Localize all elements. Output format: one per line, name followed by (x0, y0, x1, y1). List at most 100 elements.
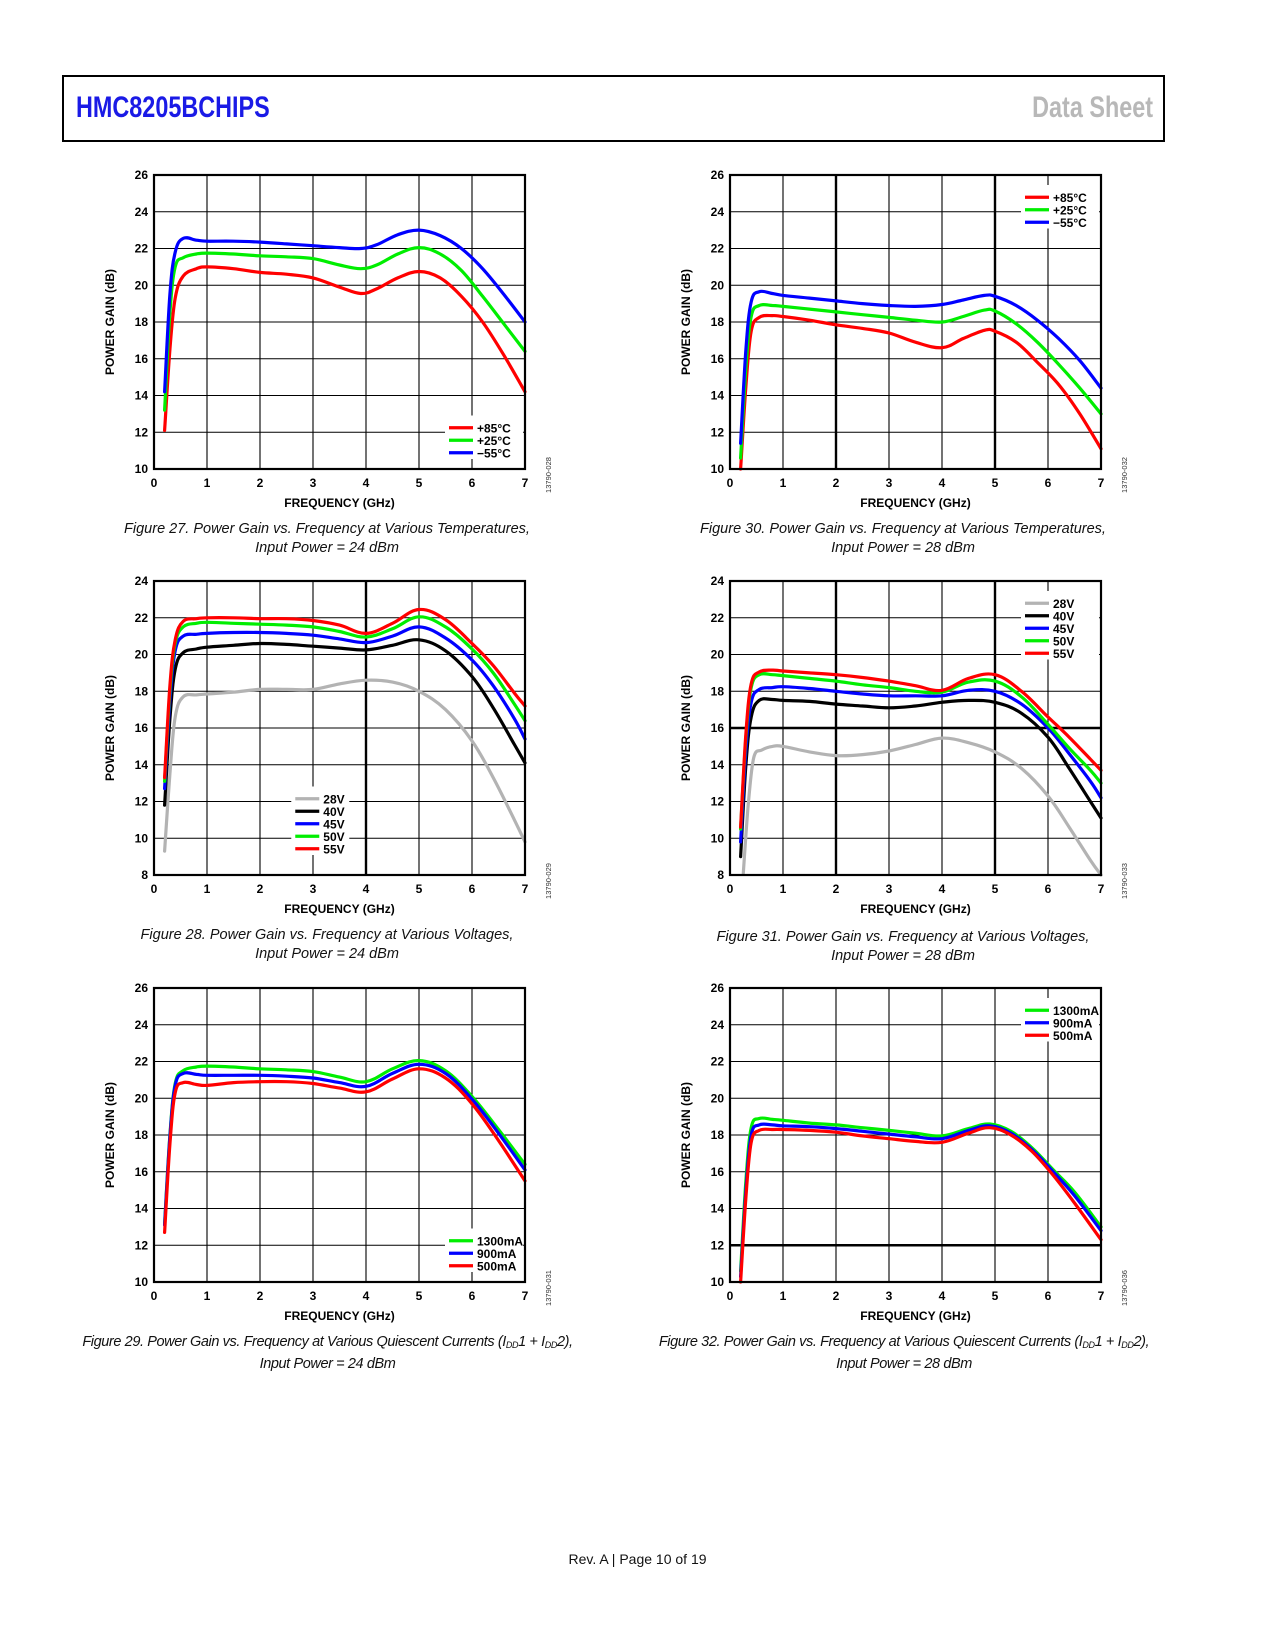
chart-svg: +85°C+25°C−55°C0 1 2 3 4 5 6 710121416182022242… (679, 168, 1129, 510)
caption-line-2: Input Power = 24 dBm (259, 1356, 396, 1372)
series-line-25c (739, 302, 1103, 460)
legend-label: 45V (323, 817, 344, 831)
caption-text: 1 + I (518, 1334, 545, 1350)
caption-line-1: Figure 29. Power Gain vs. Frequency at V… (40, 1333, 615, 1355)
y-tick-label: 24 (135, 205, 149, 219)
y-tick-label: 8 (717, 868, 724, 882)
x-axis-label: FREQUENCY (GHz) (284, 1309, 394, 1323)
x-tick-label: 2 (257, 476, 264, 490)
y-tick-label: 20 (711, 648, 725, 662)
series-line-85c (163, 265, 527, 432)
x-tick-label: 4 (939, 476, 946, 490)
legend-label: 45V (1053, 622, 1074, 636)
x-tick-label: 2 (833, 476, 840, 490)
figure-id: 13790-029 (544, 863, 553, 899)
y-tick-label: 22 (135, 242, 149, 256)
x-tick-label: 6 (1045, 1289, 1052, 1303)
x-tick-label: 3 (310, 1289, 317, 1303)
y-axis-label: POWER GAIN (dB) (103, 1082, 117, 1188)
series-line-55v (739, 668, 1103, 829)
x-tick-label: 1 (204, 882, 211, 896)
series-line-900ma (163, 1062, 527, 1227)
x-tick-label: 6 (1045, 476, 1052, 490)
caption-text: 2), (1133, 1334, 1150, 1350)
x-tick-label: 7 (1098, 882, 1105, 896)
y-tick-label: 12 (711, 425, 725, 439)
legend-label: −55°C (477, 446, 511, 460)
x-axis-label: FREQUENCY (GHz) (860, 1309, 970, 1323)
x-tick-label: 4 (939, 882, 946, 896)
x-axis-label: FREQUENCY (GHz) (860, 496, 970, 510)
legend-label: −55°C (1053, 216, 1087, 230)
y-tick-label: 10 (711, 831, 725, 845)
figure-31-caption: Figure 31. Power Gain vs. Frequency at V… (638, 928, 1168, 966)
series-line-50v (739, 672, 1103, 831)
y-tick-label: 14 (135, 389, 149, 403)
x-tick-label: 7 (522, 882, 529, 896)
series-line-40v (739, 697, 1103, 859)
series-line-50v (163, 615, 527, 783)
y-tick-label: 20 (135, 648, 149, 662)
product-title: HMC8205BCHIPS (76, 91, 270, 124)
y-tick-label: 22 (711, 242, 725, 256)
y-tick-label: 24 (135, 574, 149, 588)
y-tick-label: 12 (711, 795, 725, 809)
legend-label: 40V (1053, 609, 1074, 623)
x-tick-label: 7 (1098, 1289, 1105, 1303)
y-tick-label: 16 (135, 721, 149, 735)
y-tick-label: 16 (135, 1165, 149, 1179)
series-line-28v (741, 736, 1103, 877)
x-tick-label: 2 (257, 882, 264, 896)
y-tick-label: 12 (135, 1238, 149, 1252)
page-header: HMC8205BCHIPS Data Sheet (62, 75, 1165, 142)
figure-32-chart: 1300mA 900mA 500mA 0 1 2 3 4 5 6 7 10 12 14 16 18 20 22 24… (666, 973, 1136, 1323)
y-tick-label: 26 (711, 981, 725, 995)
x-tick-label: 0 (727, 1289, 734, 1303)
figure-27-caption: Figure 27. Power Gain vs. Frequency at V… (62, 520, 592, 558)
figure-28-caption: Figure 28. Power Gain vs. Frequency at V… (62, 926, 592, 964)
x-tick-label: 5 (416, 1289, 423, 1303)
series-line-28v (163, 678, 527, 853)
legend-label: +85°C (1053, 191, 1087, 205)
caption-line-2: Input Power = 28 dBm (831, 948, 975, 964)
figure-id: 13790-028 (544, 457, 553, 493)
x-tick-label: 5 (992, 1289, 999, 1303)
caption-subscript: DD (544, 1340, 558, 1350)
x-tick-label: 3 (886, 1289, 893, 1303)
caption-line-1: Figure 27. Power Gain vs. Frequency at V… (124, 521, 530, 537)
x-tick-label: 7 (1098, 476, 1105, 490)
plot-frame (728, 579, 1103, 877)
y-tick-label: 26 (135, 168, 149, 182)
legend-label: 28V (1053, 597, 1074, 611)
y-tick-label: 20 (135, 1091, 149, 1105)
x-tick-label: 4 (939, 1289, 946, 1303)
figure-29-caption: Figure 29. Power Gain vs. Frequency at V… (40, 1333, 615, 1374)
plot-frame (728, 173, 1103, 471)
x-tick-label: 5 (992, 476, 999, 490)
series-line-45v (163, 625, 527, 791)
x-tick-label: 6 (469, 476, 476, 490)
x-tick-label: 0 (151, 882, 158, 896)
caption-line-1: Figure 30. Power Gain vs. Frequency at V… (700, 521, 1106, 537)
y-tick-label: 20 (711, 278, 725, 292)
series-line-500ma (739, 1126, 1103, 1284)
x-tick-label: 1 (204, 1289, 211, 1303)
caption-line-1: Figure 32. Power Gain vs. Frequency at V… (614, 1333, 1194, 1355)
y-tick-label: 16 (711, 1165, 725, 1179)
legend-label: +25°C (477, 434, 511, 448)
x-tick-label: 0 (727, 882, 734, 896)
series-line-55v (163, 607, 527, 780)
x-tick-label: 4 (363, 476, 370, 490)
y-tick-label: 26 (135, 981, 149, 995)
y-tick-label: 14 (711, 758, 725, 772)
legend-label: 40V (323, 805, 344, 819)
x-axis-label: FREQUENCY (GHz) (860, 902, 970, 916)
x-tick-label: 5 (416, 882, 423, 896)
y-tick-label: 22 (135, 1055, 149, 1069)
legend-label: 900mA (477, 1247, 517, 1261)
x-axis-label: FREQUENCY (GHz) (284, 902, 394, 916)
y-tick-label: 24 (711, 574, 725, 588)
plot-frame (152, 579, 527, 877)
